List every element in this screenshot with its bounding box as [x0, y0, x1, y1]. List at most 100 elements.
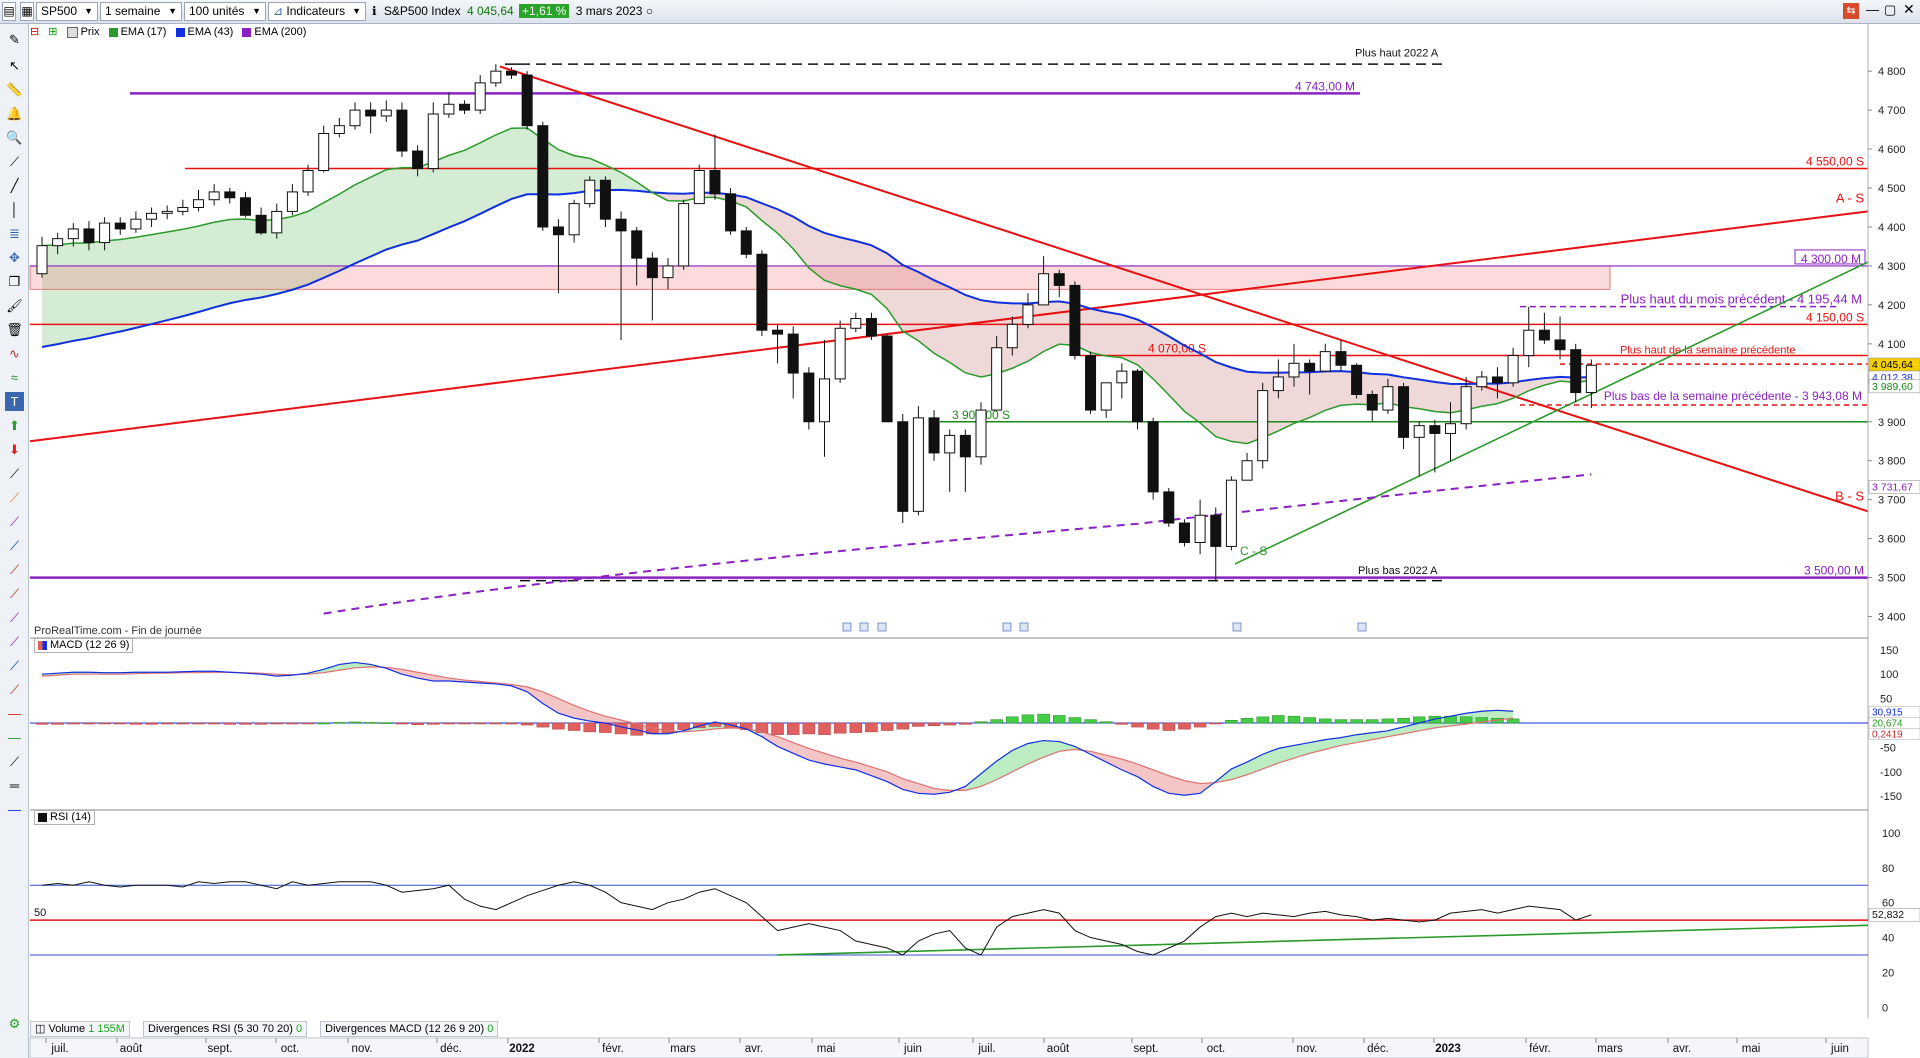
ema-cloud-segment: [104, 239, 121, 335]
line-purple3-icon[interactable]: ⟋: [9, 634, 20, 649]
ema-cloud-segment: [918, 271, 935, 354]
div-macd-tab[interactable]: Divergences MACD (12 26 9 20) 0: [320, 1021, 499, 1037]
macd-hist-bar: [411, 722, 424, 725]
panel-icon: ◫: [35, 1023, 46, 1035]
macd-hist-bar: [1068, 717, 1082, 724]
macd-cloud-segment: [1012, 743, 1028, 772]
ema-cloud-segment: [1106, 311, 1122, 358]
cursor-icon[interactable]: ↖: [9, 58, 20, 73]
x-tick-label: juin: [1830, 1043, 1849, 1055]
hline-blue-icon[interactable]: —: [8, 802, 21, 817]
legend-remove[interactable]: ⊟: [30, 26, 40, 38]
trendline-icon[interactable]: ⟋: [9, 154, 20, 169]
candle-body: [772, 329, 784, 335]
zoom-icon[interactable]: 🔍: [6, 130, 23, 145]
move-icon[interactable]: ✥: [9, 250, 20, 265]
price-panel: 4 743,00 M 4 550,00 S 4 300,00 M 4 150,00 S…: [29, 24, 1920, 1018]
price-panel-bg: [30, 40, 1868, 636]
candle-body: [396, 109, 408, 152]
volume-label: Volume: [48, 1023, 86, 1035]
line-blue-icon[interactable]: ⟋: [9, 538, 20, 553]
legend-add[interactable]: ⊞: [48, 26, 58, 38]
candle-body: [1304, 362, 1316, 372]
minimize-icon[interactable]: —: [1866, 2, 1879, 17]
line-red3-icon[interactable]: ⟋: [9, 682, 20, 697]
macd-hist-bar: [536, 722, 550, 728]
candle-body: [693, 169, 705, 205]
vertical-line-icon[interactable]: │: [10, 202, 19, 217]
text-icon[interactable]: T: [5, 392, 24, 411]
line-red2-icon[interactable]: ⟋: [9, 586, 20, 601]
line-red-icon[interactable]: ⟋: [9, 562, 20, 577]
trash-icon[interactable]: 🗑: [6, 322, 23, 337]
macd-cloud-segment: [824, 753, 841, 767]
app-icon[interactable]: ⇆: [1843, 3, 1859, 19]
pencil-icon[interactable]: ✎: [9, 32, 20, 47]
alarm-icon[interactable]: 🔔: [6, 106, 23, 121]
x-axis-bg: [29, 1037, 1869, 1058]
line-orange-icon[interactable]: ⟋: [9, 490, 20, 505]
copy-icon[interactable]: ❐: [8, 274, 21, 289]
macd-hist-bar: [1397, 717, 1410, 724]
ruler-icon[interactable]: 📏: [6, 82, 23, 97]
ema-cloud-segment: [355, 177, 371, 264]
line-tool-icon[interactable]: ⟋: [9, 466, 20, 481]
ema-cloud-segment: [386, 167, 402, 250]
line-purple2-icon[interactable]: ⟋: [9, 610, 20, 625]
macd-hist-bar: [990, 719, 1003, 724]
arrow-down-icon[interactable]: ⬇: [9, 442, 20, 457]
line-black-icon[interactable]: ⟋: [9, 754, 20, 769]
div-rsi-tab[interactable]: Divergences RSI (5 30 70 20) 0: [143, 1021, 308, 1037]
ema-cloud-segment: [965, 294, 981, 377]
candle-body: [52, 238, 64, 247]
macd-hist-bar: [317, 722, 330, 725]
volume-tab[interactable]: ◫ Volume 1 155M: [30, 1021, 130, 1037]
macd-hist-bar: [1099, 721, 1113, 724]
close-icon[interactable]: ✕: [1903, 1, 1915, 17]
macd-hist-bar: [802, 722, 816, 735]
line-blue2-icon[interactable]: ⟋: [9, 658, 20, 673]
segment-icon[interactable]: ╱: [10, 178, 19, 193]
legend-ema43-label: EMA (43): [187, 26, 234, 38]
tree-icon[interactable]: ▤: [2, 2, 16, 21]
channel-icon[interactable]: ∿: [9, 346, 20, 361]
arrow-up-icon[interactable]: ⬆: [9, 418, 20, 433]
legend-price[interactable]: Prix: [66, 25, 100, 40]
hline-green-icon[interactable]: —: [8, 730, 21, 745]
rsi-tick-label: 60: [1882, 898, 1894, 910]
hline-black-icon[interactable]: ═: [9, 778, 20, 793]
macd-hist-bar: [129, 722, 143, 725]
hline-red-icon[interactable]: —: [8, 706, 21, 721]
ema43-line: [41, 188, 1592, 385]
ema-cloud-segment: [276, 216, 293, 295]
ema-cloud-segment: [1153, 327, 1169, 395]
macd-swatch: [38, 640, 47, 650]
brush-icon[interactable]: 🖌: [6, 298, 23, 313]
ema-cloud-segment: [511, 127, 528, 199]
indicators-button[interactable]: ⊿ Indicateurs ▼: [268, 2, 366, 21]
legend-price-label: Prix: [80, 26, 100, 38]
candle-body: [146, 212, 158, 220]
settings-icon[interactable]: ⚙: [8, 1016, 21, 1031]
macd-hist-bar: [1146, 722, 1160, 730]
maximize-icon[interactable]: ▢: [1884, 2, 1897, 17]
ema-cloud-segment: [1419, 379, 1435, 412]
symbol-select[interactable]: SP500 ▼: [36, 2, 98, 21]
units-select[interactable]: 100 unités ▼: [184, 2, 266, 21]
macd-cloud-segment: [965, 773, 981, 791]
line-purple-icon[interactable]: ⟋: [9, 514, 20, 529]
level-month-high-label: Plus haut du mois précédent - 4 195,44 M: [1621, 292, 1862, 307]
candle-body: [865, 318, 877, 337]
level-week-low-label: Plus bas de la semaine précédente - 3 94…: [1604, 389, 1862, 403]
candle-body: [161, 210, 173, 214]
grid-icon[interactable]: ▦: [20, 2, 34, 21]
legend-ema17[interactable]: EMA (17): [108, 25, 166, 40]
wave-icon[interactable]: ≈: [10, 370, 19, 385]
period-select[interactable]: 1 semaine ▼: [100, 2, 182, 21]
legend-ema200[interactable]: EMA (200): [242, 25, 306, 40]
ema-cloud-segment: [135, 234, 152, 328]
legend-ema43[interactable]: EMA (43): [175, 25, 234, 40]
fibonacci-icon[interactable]: ≣: [9, 226, 20, 241]
macd-value-tag: 30,915: [1872, 707, 1903, 718]
